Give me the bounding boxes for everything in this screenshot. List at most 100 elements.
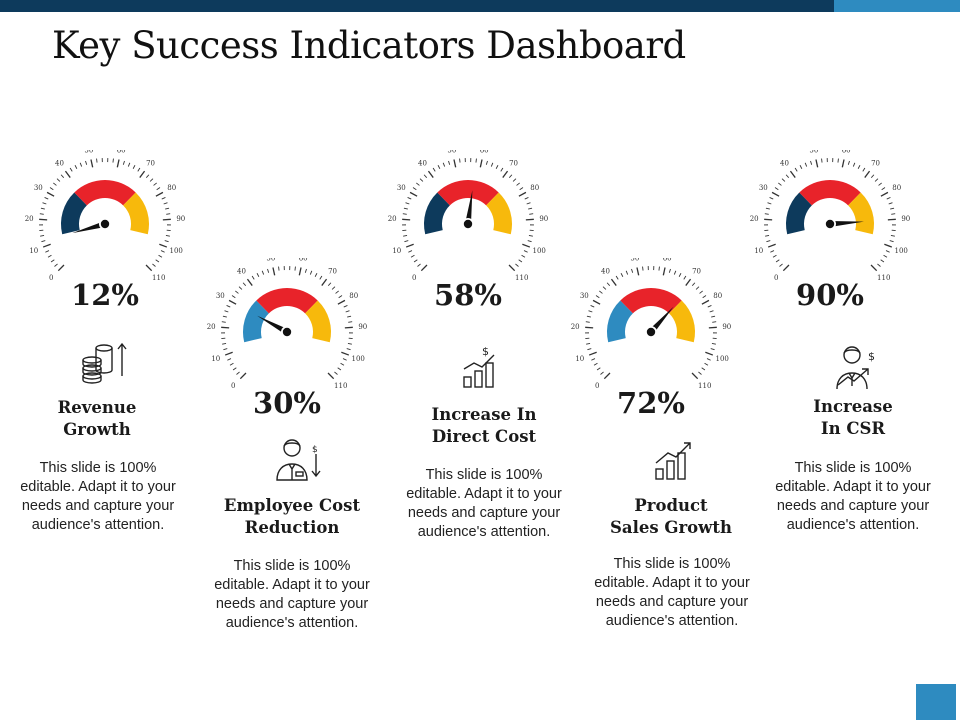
gauge-scale-label: 100 — [170, 247, 183, 255]
gauge-major-tick — [508, 264, 516, 272]
gauge-minor-tick — [459, 158, 461, 163]
gauge-minor-tick — [774, 187, 779, 191]
gauge-minor-tick — [155, 259, 160, 263]
gauge-scale-label: 10 — [211, 355, 220, 363]
gauge-minor-tick — [49, 187, 54, 191]
gauge-scale-label: 90 — [176, 215, 185, 223]
gauge-minor-tick — [407, 197, 412, 200]
gauge-major-tick — [221, 326, 230, 329]
title-product-sales-growth: Product Sales Growth — [576, 495, 766, 539]
gauge-minor-tick — [423, 174, 428, 179]
gauge-scale-label: 30 — [397, 184, 406, 192]
gauge-minor-tick — [347, 315, 352, 318]
gauge-minor-tick — [668, 268, 671, 273]
gauge-needle — [257, 315, 289, 335]
gauge-needle — [829, 221, 864, 227]
gauge-scale-label: 40 — [237, 268, 246, 276]
gauge-major-tick — [705, 351, 714, 356]
gauge-major-tick — [636, 267, 640, 276]
gauge-minor-tick — [304, 268, 307, 273]
gauge-scale-label: 70 — [509, 160, 518, 168]
gauge-minor-tick — [222, 315, 227, 318]
title-line: Increase In — [431, 405, 537, 424]
gauge-major-tick — [610, 278, 617, 286]
description-increase-csr: This slide is 100% editable. Adapt it to… — [775, 460, 931, 533]
gauge-major-tick — [771, 191, 780, 197]
gauge-minor-tick — [153, 182, 157, 186]
gauge-minor-tick — [410, 254, 415, 258]
gauge-minor-tick — [229, 362, 234, 366]
gauge-minor-tick — [890, 235, 895, 237]
gauge-minor-tick — [779, 263, 783, 267]
gauge-product-sales-growth: 0 10 20 30 40 50 60 70 80 90 100 110 — [561, 258, 741, 388]
gauge-major-tick — [116, 159, 120, 168]
gauge-minor-tick — [319, 275, 323, 280]
gauge-needle — [72, 221, 106, 234]
gauge-minor-tick — [837, 158, 839, 163]
gauge-scale-label: 20 — [25, 215, 34, 223]
gauge-segment-left — [607, 300, 633, 343]
gauge-minor-tick — [595, 295, 600, 299]
gauge-minor-tick — [588, 310, 593, 313]
gauge-minor-tick — [490, 162, 494, 167]
gauge-minor-tick — [50, 259, 55, 263]
title-line: Direct Cost — [431, 427, 537, 446]
page-title: Key Success Indicators Dashboard — [52, 24, 686, 67]
gauge-minor-tick — [775, 259, 780, 263]
gauge-major-tick — [764, 218, 773, 221]
gauge-scale-label: 100 — [716, 355, 729, 363]
gauge-minor-tick — [586, 315, 591, 318]
gauge-scale-label: 80 — [349, 292, 358, 300]
gauge-minor-tick — [508, 174, 513, 179]
gauge-minor-tick — [342, 358, 347, 361]
gauge-major-tick — [662, 267, 666, 276]
gauge-major-tick — [337, 299, 346, 305]
gauge-major-tick — [518, 191, 527, 197]
gauge-minor-tick — [891, 213, 896, 215]
gauge-scale-label: 20 — [750, 215, 759, 223]
gauge-minor-tick — [765, 207, 770, 210]
gauge-minor-tick — [587, 348, 592, 351]
svg-text:$: $ — [312, 445, 318, 455]
top-bar-accent — [834, 0, 960, 12]
gauge-scale-label: 110 — [152, 274, 165, 280]
gauge-scale-label: 30 — [34, 184, 43, 192]
gauge-minor-tick — [485, 160, 488, 165]
gauge-minor-tick — [821, 158, 823, 163]
gauge-minor-tick — [600, 371, 604, 375]
gauge-hub — [463, 219, 473, 229]
gauge-minor-tick — [683, 275, 687, 280]
gauge-minor-tick — [765, 235, 770, 237]
gauge-minor-tick — [235, 290, 239, 294]
gauge-major-tick — [139, 170, 146, 178]
title-line: Revenue — [57, 398, 137, 417]
gauge-minor-tick — [408, 250, 413, 253]
percent-product-sales-growth: 72% — [617, 386, 685, 420]
gauge-minor-tick — [294, 266, 296, 271]
gauge-major-tick — [42, 243, 51, 248]
gauge-major-tick — [64, 170, 71, 178]
gauge-minor-tick — [261, 270, 265, 275]
gauge-major-tick — [887, 218, 896, 221]
gauge-minor-tick — [40, 207, 45, 210]
gauge-segment-right — [123, 192, 149, 235]
gauge-scale-label: 60 — [117, 150, 126, 154]
gauge-scale-label: 90 — [722, 323, 731, 331]
gauge-minor-tick — [166, 213, 171, 215]
gauge-minor-tick — [709, 310, 714, 313]
gauge-segment-right — [486, 192, 512, 235]
gauge-minor-tick — [404, 240, 409, 243]
gauge-minor-tick — [347, 343, 352, 345]
gauge-minor-tick — [529, 213, 534, 215]
gauge-minor-tick — [85, 160, 88, 165]
gauge-minor-tick — [769, 197, 774, 200]
gauge-minor-tick — [416, 182, 420, 186]
gauge-minor-tick — [403, 235, 408, 237]
gauge-minor-tick — [606, 282, 611, 287]
gauge-minor-tick — [615, 275, 619, 280]
gauge-major-tick — [585, 326, 594, 329]
gauge-minor-tick — [631, 268, 634, 273]
gauge-minor-tick — [886, 197, 891, 200]
gauge-scale-label: 30 — [759, 184, 768, 192]
gauge-minor-tick — [278, 266, 280, 271]
